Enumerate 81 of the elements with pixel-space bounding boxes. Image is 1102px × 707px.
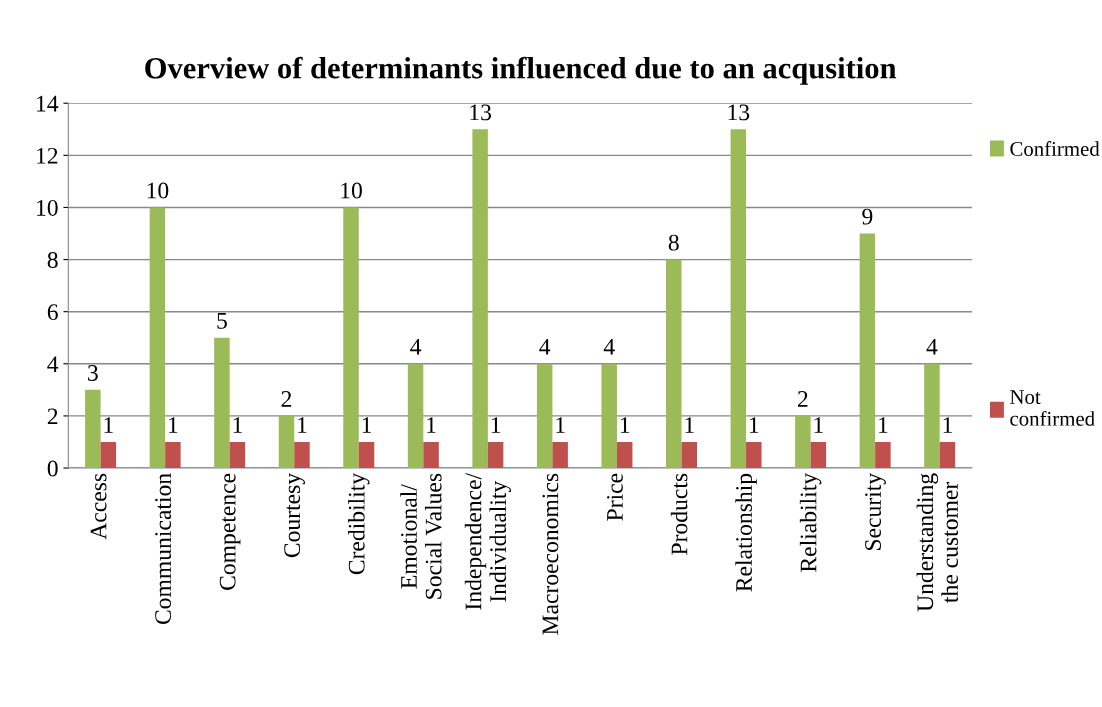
bar (939, 441, 956, 469)
data-label: 1 (620, 417, 630, 433)
x-tick-label: Macroeconomics (542, 473, 559, 635)
bar (294, 441, 310, 469)
x-tick-label: Independence/ Individuality (464, 472, 511, 610)
data-label: 1 (362, 417, 372, 433)
data-label: 4 (926, 339, 938, 355)
y-tick-label: 0 (47, 460, 58, 477)
bar (85, 389, 101, 469)
data-label: 2 (797, 391, 808, 407)
data-label: 10 (341, 182, 362, 199)
data-label: 1 (943, 417, 952, 433)
bar (552, 441, 568, 469)
data-label: 4 (603, 339, 615, 355)
bar (407, 363, 424, 469)
bar (746, 441, 762, 469)
chart-title: Overview of determinants influenced due to an acqusition (145, 56, 897, 85)
data-label: 1 (749, 417, 759, 433)
bar (601, 363, 617, 469)
data-label: 1 (233, 417, 242, 433)
bar (423, 441, 439, 469)
data-label: 10 (147, 182, 169, 199)
bar (343, 207, 359, 469)
x-tick-label: Courtesy (284, 472, 305, 558)
bar (616, 441, 633, 469)
bar (810, 441, 827, 469)
data-label: 1 (879, 417, 888, 433)
data-label: 1 (298, 417, 307, 433)
legend-label: Not confirmed (1010, 390, 1095, 426)
data-label: 8 (668, 234, 679, 251)
data-label: 2 (281, 391, 292, 407)
y-tick-label: 2 (47, 408, 58, 425)
x-tick-label: Reliability (799, 472, 822, 572)
bar (165, 441, 181, 469)
bar (536, 363, 553, 469)
bar (681, 441, 697, 469)
x-tick-label: Price (607, 473, 623, 521)
data-label: 1 (427, 417, 436, 433)
x-tick-label: Access (90, 473, 107, 540)
bar (730, 129, 747, 469)
y-tick-label: 10 (37, 199, 58, 216)
bar (100, 441, 117, 469)
bar (149, 207, 166, 469)
bar (859, 233, 876, 469)
data-label: 1 (556, 417, 565, 433)
data-label: 13 (470, 104, 492, 121)
bar (278, 415, 295, 469)
x-tick-label: Security (865, 472, 886, 550)
data-label: 4 (539, 339, 551, 355)
data-label: 9 (862, 208, 873, 225)
bar (229, 441, 246, 469)
bar (924, 363, 940, 469)
bar (214, 337, 230, 469)
x-tick-label: Credibility (348, 472, 370, 575)
data-label: 4 (410, 339, 422, 355)
x-tick-label: Communication (155, 473, 172, 625)
y-tick-label: 14 (37, 95, 59, 112)
data-label: 1 (491, 417, 501, 433)
data-label: 1 (814, 417, 823, 433)
bar (666, 259, 682, 469)
bar (358, 441, 375, 469)
y-tick-label: 12 (37, 147, 58, 164)
x-tick-label: Emotional/ Social Values (400, 473, 442, 599)
data-label: 3 (88, 365, 98, 381)
data-label: 1 (169, 417, 178, 433)
data-label: 1 (104, 417, 113, 433)
bar (875, 441, 891, 469)
y-tick-label: 4 (47, 356, 59, 372)
x-tick-label: Competence (219, 473, 241, 590)
bar (795, 415, 811, 469)
y-tick-label: 6 (47, 304, 58, 321)
legend-label: Confirmed (1010, 141, 1100, 156)
data-label: 1 (685, 417, 694, 433)
data-label: 13 (728, 104, 750, 121)
y-tick-label: 8 (47, 252, 58, 268)
data-label: 5 (217, 313, 227, 329)
bar (487, 441, 504, 469)
x-tick-label: Relationship (735, 473, 757, 592)
x-tick-label: Understanding the customer (916, 473, 958, 612)
bar (472, 129, 488, 469)
x-tick-label: Products (670, 473, 688, 555)
